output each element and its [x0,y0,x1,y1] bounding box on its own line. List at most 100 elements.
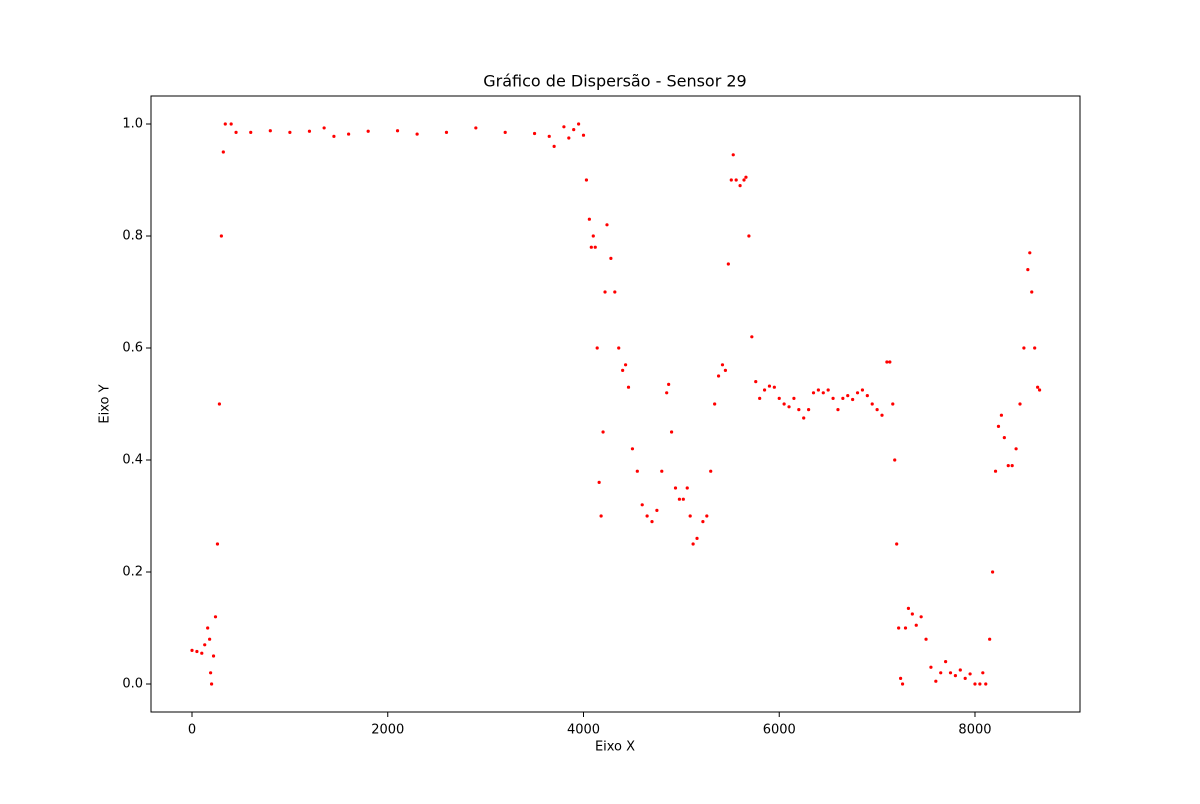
point [919,615,923,619]
point [900,682,905,686]
x-tick-label: 6000 [763,723,796,738]
point [1026,268,1030,272]
point [591,234,595,238]
point [1030,290,1034,294]
point [720,363,725,367]
point [415,132,419,136]
point [626,385,631,389]
point [605,223,609,227]
point [984,682,988,686]
point [787,405,791,409]
point [944,660,948,664]
point [223,122,227,126]
point [1014,447,1018,451]
point [617,346,621,350]
point [978,682,982,686]
point [895,542,899,546]
point [782,402,786,406]
point [777,396,781,400]
point [587,217,591,221]
point [934,679,938,683]
point [200,651,204,655]
point [963,676,967,681]
point [190,648,194,653]
point [503,130,507,134]
point [589,245,593,249]
point [729,178,733,182]
point [836,408,840,412]
point [366,129,370,133]
point [991,570,995,574]
point [581,133,586,137]
x-tick-label: 4000 [567,723,600,738]
point [792,396,796,400]
point [444,130,449,134]
point [635,469,639,473]
point [660,469,664,473]
point [640,503,644,507]
point [593,245,597,249]
point [726,262,730,266]
point [1028,251,1032,255]
point [621,368,625,372]
point [685,486,689,490]
point [903,626,908,630]
point [851,397,855,402]
point [758,396,762,400]
point [688,514,692,518]
point [655,508,659,512]
point [948,671,953,675]
point [211,654,216,658]
point [691,542,695,546]
point [731,153,735,157]
point [875,408,879,412]
point [307,129,312,133]
point [973,682,977,686]
point [695,536,699,541]
point [322,126,326,130]
point [738,184,742,188]
point [831,396,835,400]
point [234,130,238,134]
point [716,374,721,378]
point [229,122,233,126]
point [860,388,865,392]
y-tick-label: 0.4 [122,453,143,468]
point [734,178,738,182]
point [747,234,751,238]
point [993,469,998,473]
point [552,144,556,148]
point [910,612,914,616]
point [897,626,901,630]
point [996,424,1001,428]
point [816,388,820,392]
point [1033,346,1037,350]
point [1022,346,1026,350]
point [669,430,674,434]
point [968,672,972,676]
point [630,447,635,451]
point [797,408,801,412]
point [613,290,617,294]
point [219,234,223,238]
point [572,128,576,132]
point [709,469,713,473]
point [206,626,210,630]
point [939,671,943,675]
point [203,643,207,647]
point [958,668,962,672]
point [221,150,225,154]
point [623,363,628,367]
point [595,346,599,350]
point [880,413,884,417]
point [846,394,850,398]
point [855,391,860,395]
point [981,671,985,675]
point [1036,385,1040,389]
point [601,430,605,434]
point [899,676,903,681]
point [772,385,776,389]
point [914,623,918,627]
point [802,416,806,420]
